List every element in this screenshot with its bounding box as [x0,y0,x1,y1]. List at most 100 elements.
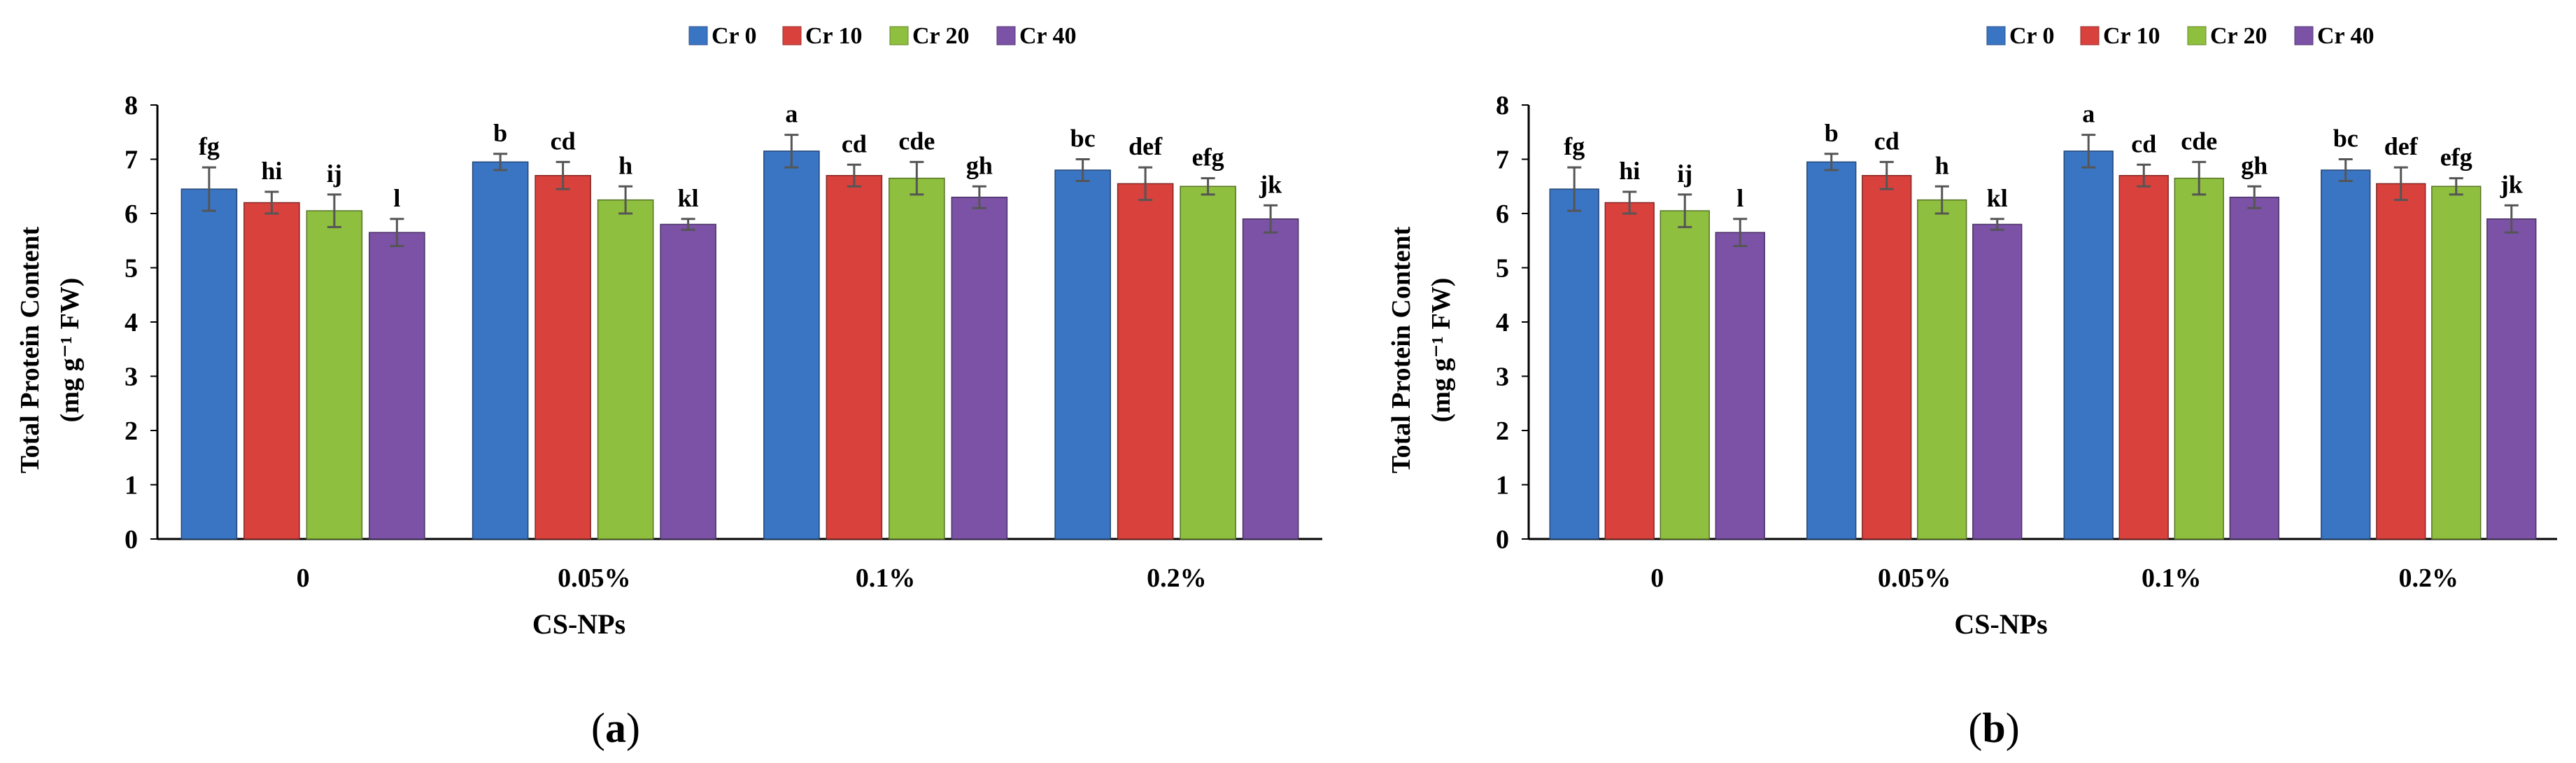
bar-cr-40-3 [1242,218,1299,540]
legend-label: Cr 40 [1019,23,1077,49]
y-tick-label: 4 [1496,308,1509,337]
y-tick-label: 7 [1496,146,1509,175]
significance-letter: cde [898,127,935,155]
bar-cr-10-3 [2376,183,2426,540]
y-tick-label: 3 [125,363,138,392]
significance-letter: l [393,184,400,212]
bar-cr-10-2 [2118,175,2169,540]
significance-letter: l [1736,184,1743,212]
x-tick-label: 0.1% [2142,564,2202,593]
x-tick-label: 0 [1650,564,1664,593]
y-tick-label: 2 [1496,416,1509,446]
bar-cr-20-0 [306,210,363,540]
y-tick-label: 8 [1496,91,1509,120]
bar-cr-0-2 [2063,150,2114,540]
bar-cr-40-1 [660,223,716,540]
chart-panel-a: Cr 0 Cr 10 Cr 20 Cr 40 0 1 2 3 4 5 6 7 8 Total Protei… [15,23,1322,751]
legend-item-cr-0: Cr 0 [688,23,757,49]
significance-letter: ij [1677,160,1692,188]
y-tick-label: 1 [125,471,138,500]
y-axis-unit: (mg g⁻¹ FW) [1427,278,1456,423]
y-tick-label: 5 [1496,254,1509,284]
significance-letter: jk [2500,170,2523,198]
y-axis-title: Total Protein Content [15,226,45,473]
significance-letter: fg [199,132,220,160]
legend-swatch [2187,26,2207,46]
legend: Cr 0 Cr 10 Cr 20 Cr 40 [1986,23,2375,49]
significance-letter: cde [2181,127,2217,155]
legend-label: Cr 10 [805,23,863,49]
significance-letter: gh [2241,151,2267,179]
chart-panel-b: Cr 0 Cr 10 Cr 20 Cr 40 0 1 2 3 4 5 6 7 8 Total Protei… [1387,23,2557,751]
x-tick-label: 0.2% [2399,564,2459,593]
legend-item-cr-40: Cr 40 [2294,23,2375,49]
legend-item-cr-20: Cr 20 [2187,23,2267,49]
bar-cr-20-3 [1180,186,1236,540]
legend-label: Cr 0 [712,23,757,49]
legend: Cr 0 Cr 10 Cr 20 Cr 40 [688,23,1077,49]
legend-item-cr-10: Cr 10 [2080,23,2160,49]
bar-cr-0-0 [181,188,238,540]
significance-letter: def [1128,132,1163,160]
legend-label: Cr 40 [2317,23,2375,49]
y-tick-label: 3 [1496,363,1509,392]
significance-letter: gh [966,151,993,179]
bar-cr-20-0 [1659,210,1710,540]
y-tick-label: 0 [1496,525,1509,554]
bar-cr-40-2 [951,197,1008,540]
bar-cr-0-3 [2321,169,2371,540]
significance-letter: efg [1192,144,1224,172]
bar-cr-20-2 [2174,177,2224,540]
x-tick-label: 0.05% [558,564,631,593]
bar-cr-40-2 [2229,197,2279,540]
significance-letter: h [1935,151,1949,179]
y-tick-label: 8 [125,91,138,120]
legend-item-cr-20: Cr 20 [889,23,970,49]
bar-cr-20-1 [1917,199,1967,540]
significance-letter: b [493,119,507,147]
y-tick-label: 4 [125,308,138,337]
x-tick-label: 0.1% [856,564,916,593]
significance-letter: jk [1259,170,1282,198]
legend-label: Cr 10 [2103,23,2160,49]
bar-cr-10-1 [1862,175,1912,540]
legend-swatch [2294,26,2314,46]
legend-swatch [782,26,802,46]
x-tick-label: 0 [297,564,310,593]
legend-item-cr-10: Cr 10 [782,23,863,49]
y-tick-label: 6 [125,200,138,229]
bar-cr-0-0 [1549,188,1599,540]
significance-letter: efg [2440,144,2472,172]
bar-cr-10-0 [243,202,300,540]
y-axis-unit: (mg g⁻¹ FW) [55,278,85,423]
significance-letter: kl [1987,184,2008,212]
significance-letter: cd [551,127,576,155]
x-tick-label: 0.2% [1147,564,1207,593]
legend-swatch [996,26,1016,46]
bar-cr-20-1 [597,199,654,540]
significance-letter: hi [1619,157,1640,185]
significance-letter: def [2384,132,2419,160]
bar-cr-40-3 [2486,218,2537,540]
significance-letter: kl [678,184,699,212]
legend-label: Cr 0 [2009,23,2055,49]
significance-letter: hi [261,157,282,185]
y-tick-label: 6 [1496,200,1509,229]
legend-swatch [1986,26,2006,46]
bar-cr-40-0 [369,232,425,540]
y-tick-label: 7 [125,146,138,175]
x-tick-label: 0.05% [1878,564,1951,593]
legend-label: Cr 20 [2210,23,2267,49]
significance-letter: bc [2333,125,2358,153]
significance-letter: fg [1564,132,1585,160]
bar-cr-10-2 [826,175,883,540]
significance-letter: bc [1070,125,1096,153]
significance-letter: a [2082,100,2095,128]
significance-letter: h [618,151,632,179]
x-axis-title: CS-NPs [1954,608,2047,640]
significance-letter: a [785,100,798,128]
bar-cr-10-1 [535,175,591,540]
bar-cr-20-2 [889,177,945,540]
legend-swatch [688,26,708,46]
